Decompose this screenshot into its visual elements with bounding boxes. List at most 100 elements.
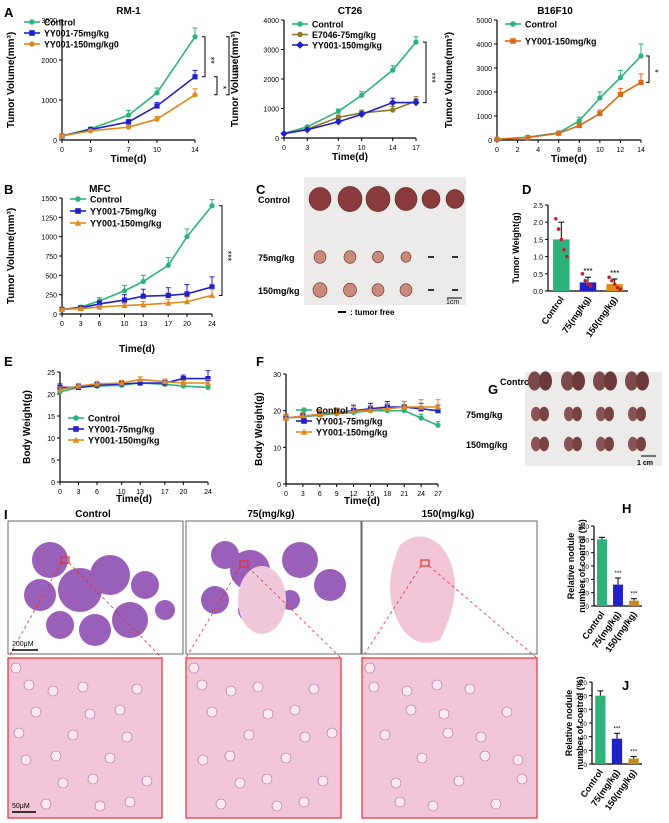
y-tick-label: 10 bbox=[47, 436, 55, 443]
alveolus bbox=[299, 731, 311, 743]
tissue-lobe bbox=[32, 542, 68, 578]
bar bbox=[595, 695, 606, 764]
data-point bbox=[607, 275, 611, 280]
x-tick-label: 27 bbox=[434, 491, 442, 498]
data-point bbox=[615, 285, 620, 290]
alveolus bbox=[501, 706, 513, 718]
data-point bbox=[435, 408, 441, 414]
alveolus bbox=[364, 662, 376, 674]
tumor bbox=[337, 186, 363, 212]
data-point bbox=[418, 415, 424, 421]
series-line bbox=[285, 406, 438, 419]
tumor bbox=[343, 282, 357, 298]
x-tick-label: 12 bbox=[350, 491, 358, 498]
tumor bbox=[445, 189, 465, 209]
panel-letter: F bbox=[256, 354, 264, 369]
series-yy001-150mg-kg bbox=[58, 288, 216, 312]
lung-lobe bbox=[572, 406, 582, 422]
alveolus bbox=[401, 685, 413, 697]
line-chart-F: 0 10 20 30 0 3 6 9 12 15 18 21 24 27 Time(d) Body Weigh… bbox=[254, 354, 442, 507]
data-point bbox=[358, 110, 366, 118]
data-point bbox=[412, 99, 420, 107]
data-point bbox=[559, 237, 564, 242]
alveolus bbox=[379, 729, 391, 741]
y-tick-label: 0 bbox=[488, 138, 492, 145]
column-title: 150(mg/kg) bbox=[422, 509, 475, 520]
chart-title: B16F10 bbox=[537, 6, 573, 17]
data-point bbox=[525, 135, 531, 141]
column-title: Control bbox=[75, 509, 111, 520]
lung-lobe bbox=[572, 436, 582, 452]
alveolus bbox=[427, 800, 439, 812]
data-point bbox=[280, 129, 288, 138]
y-tick-label: 0.5 bbox=[533, 272, 543, 279]
data-point bbox=[29, 41, 35, 47]
alveolus bbox=[308, 683, 320, 695]
y-tick-label: 5 bbox=[51, 458, 55, 465]
lung-lobe bbox=[635, 371, 650, 391]
y-tick-label: 120 bbox=[576, 680, 587, 687]
lung-lobe bbox=[636, 436, 646, 452]
x-axis-label: Time(d) bbox=[111, 154, 147, 165]
alveolus bbox=[188, 662, 200, 674]
alveolus bbox=[438, 708, 450, 720]
bar-chart-H: 020406080100120Control***75(mg/kg)***150… bbox=[566, 501, 642, 654]
alveolus bbox=[516, 773, 528, 785]
data-point bbox=[75, 196, 81, 202]
y-tick-label: 0 bbox=[583, 762, 587, 769]
legend-entry: E7046-75mg/kg bbox=[312, 30, 376, 40]
y-tick-label: 40 bbox=[580, 735, 588, 742]
y-tick-label: 100 bbox=[576, 694, 587, 701]
data-point bbox=[612, 282, 617, 286]
y-tick-label: 1.0 bbox=[533, 255, 543, 262]
x-axis-label: Time(d) bbox=[551, 154, 587, 165]
legend-entry: YY001-75mg/kg bbox=[316, 417, 383, 427]
x-axis-label: Time(d) bbox=[332, 152, 368, 163]
data-point bbox=[418, 403, 425, 410]
panel-g-lung-photo: G Control 75mg/kg 150mg/kg 1 cm bbox=[466, 371, 662, 467]
lung-lobe bbox=[596, 436, 606, 452]
row-label: Control bbox=[500, 377, 532, 387]
x-category-label: Control bbox=[539, 294, 566, 326]
x-tick-label: 17 bbox=[164, 321, 172, 328]
tissue-lobe bbox=[46, 611, 74, 639]
alveolus bbox=[479, 750, 491, 762]
data-point bbox=[208, 292, 216, 299]
bar-chart-D: 0.00.51.01.52.02.5Control***75(mg/kg)***… bbox=[511, 182, 628, 339]
alveolus bbox=[13, 727, 25, 739]
x-tick-label: 14 bbox=[191, 147, 199, 154]
data-point bbox=[638, 53, 644, 59]
data-point bbox=[334, 118, 342, 126]
lung-lobe bbox=[531, 436, 541, 452]
alveolus bbox=[47, 685, 59, 697]
alveolus bbox=[197, 754, 209, 766]
data-point bbox=[413, 39, 419, 45]
data-point bbox=[121, 302, 128, 309]
chart-title: RM-1 bbox=[116, 6, 141, 17]
data-point bbox=[183, 298, 191, 305]
tumor bbox=[394, 187, 418, 211]
x-tick-label: 7 bbox=[336, 145, 340, 152]
data-point bbox=[209, 203, 215, 209]
legend-entry: YY001-150mg/kg0 bbox=[44, 40, 119, 50]
legend-entry: YY001-150mg/kg bbox=[316, 428, 388, 438]
alveolus bbox=[50, 750, 62, 762]
bar bbox=[597, 539, 607, 606]
legend: Control YY001-150mg/kg bbox=[505, 20, 597, 47]
data-point bbox=[29, 30, 35, 36]
x-tick-label: 0 bbox=[495, 147, 499, 154]
y-tick-label: 3000 bbox=[263, 48, 279, 55]
data-point bbox=[610, 278, 614, 283]
bar bbox=[629, 600, 639, 606]
tissue-lobe bbox=[79, 614, 111, 646]
data-point bbox=[93, 380, 101, 387]
data-point bbox=[125, 112, 132, 118]
lung-lobe bbox=[604, 436, 614, 452]
significance-bracket bbox=[202, 36, 206, 78]
data-point bbox=[300, 428, 308, 435]
y-tick-label: 1000 bbox=[263, 107, 279, 114]
alveolus bbox=[10, 662, 22, 674]
x-tick-label: 20 bbox=[179, 489, 187, 496]
alveolus bbox=[104, 752, 116, 764]
tissue-lobe bbox=[282, 542, 318, 578]
